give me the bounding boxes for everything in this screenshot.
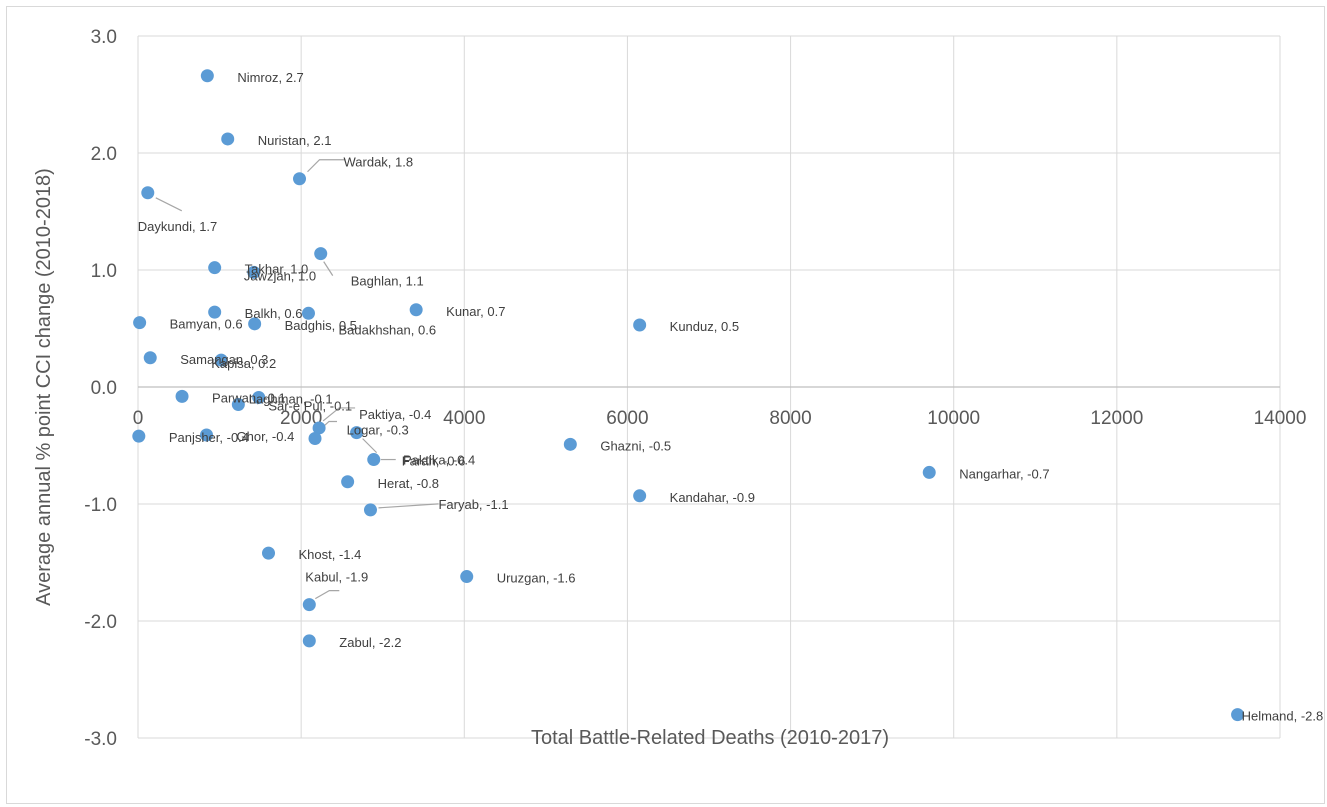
x-tick-label: 0 (133, 408, 144, 429)
data-point (922, 465, 936, 479)
data-label: Logar, -0.3 (347, 423, 409, 438)
data-point (143, 351, 157, 365)
data-label: Laghman, -0.1 (249, 392, 333, 407)
data-label: Daykundi, 1.7 (138, 219, 218, 234)
leader-line (307, 159, 346, 173)
data-label: Nuristan, 2.1 (258, 133, 332, 148)
data-point (301, 306, 315, 320)
data-label: Badakhshan, 0.6 (338, 322, 436, 337)
leader-line (155, 197, 183, 212)
data-point (141, 186, 155, 200)
y-tick-label: -3.0 (84, 729, 117, 750)
data-point (460, 570, 474, 584)
data-label: Kabul, -1.9 (305, 570, 368, 585)
data-label: Kunar, 0.7 (446, 304, 505, 319)
leader-line (362, 438, 378, 454)
x-tick-label: 12000 (1090, 408, 1143, 429)
data-point (302, 634, 316, 648)
data-labels: Nimroz, 2.7 Nuristan, 2.1 Wardak, 1.8 Dayku… (138, 70, 1323, 724)
data-label: Kunduz, 0.5 (670, 319, 739, 334)
leader-line (322, 407, 356, 422)
x-tick-label: 10000 (927, 408, 980, 429)
data-point (633, 489, 647, 503)
y-tick-label: 3.0 (91, 27, 117, 48)
data-label: Baghlan, 1.1 (351, 274, 424, 289)
data-point (132, 429, 146, 443)
data-label: Paktiya, -0.4 (359, 407, 431, 422)
data-point (200, 428, 214, 442)
chart-frame (6, 6, 1325, 804)
data-point (367, 453, 381, 467)
data-point (252, 391, 266, 405)
x-tick-label: 8000 (769, 408, 811, 429)
x-tick-label: 2000 (280, 408, 322, 429)
data-point (350, 426, 364, 440)
data-point (341, 475, 355, 489)
data-point (247, 265, 261, 279)
y-tick-label: 2.0 (91, 144, 117, 165)
y-axis-title: Average annual % point CCI change (2010-… (33, 168, 55, 606)
data-label: Wardak, 1.8 (344, 155, 414, 170)
y-tick-label: 0.0 (91, 378, 117, 399)
data-point (221, 132, 235, 146)
axes: 0 2000 4000 6000 8000 10000 12000 14000 3.0 2.0 1.… (84, 27, 1306, 750)
x-axis-title: Total Battle-Related Deaths (2010-2017) (531, 727, 889, 749)
x-tick-label: 6000 (606, 408, 648, 429)
data-label: Panjsher, -0.4 (169, 430, 249, 445)
data-label: Parwan, -0.1 (212, 390, 286, 405)
data-point (175, 389, 189, 403)
data-label: Paktika, -0.4 (403, 452, 475, 467)
data-label: Ghor, -0.4 (237, 429, 295, 444)
data-label: Khost, -1.4 (299, 547, 362, 562)
data-label: Herat, -0.8 (378, 476, 439, 491)
y-tick-label: -1.0 (84, 495, 117, 516)
data-point (363, 503, 377, 517)
data-label: Takhar, 1.0 (245, 262, 309, 277)
data-point (208, 305, 222, 319)
data-point (308, 431, 322, 445)
data-label: Helmand, -2.8 (1242, 709, 1324, 724)
data-point (208, 261, 222, 275)
data-point (231, 398, 245, 412)
data-label: Ghazni, -0.5 (600, 438, 671, 453)
leader-line (315, 590, 340, 600)
data-label: Zabul, -2.2 (339, 635, 401, 650)
data-point (133, 316, 147, 330)
x-tick-label: 14000 (1254, 408, 1307, 429)
data-point (302, 598, 316, 612)
gridlines (137, 35, 1281, 739)
data-label: Bamyan, 0.6 (170, 317, 243, 332)
data-label: Faryab, -1.1 (438, 497, 508, 512)
data-point (1231, 708, 1245, 722)
leader-line (378, 503, 439, 509)
y-tick-label: -2.0 (84, 612, 117, 633)
data-point (262, 546, 276, 560)
leader-line (323, 261, 334, 276)
data-label: Kandahar, -0.9 (670, 490, 755, 505)
data-label: Balkh, 0.6 (245, 306, 303, 321)
data-label: Nimroz, 2.7 (237, 70, 303, 85)
data-label: Badghis, 0.5 (285, 318, 357, 333)
data-point (409, 303, 423, 317)
data-point (314, 247, 328, 261)
data-point (312, 421, 326, 435)
data-label: Nangarhar, -0.7 (959, 466, 1049, 481)
data-point (248, 317, 262, 331)
data-label: Farah, -0.6 (402, 454, 466, 469)
data-label: Jawzjan, 1.0 (244, 268, 316, 283)
y-tick-label: 1.0 (91, 261, 117, 282)
data-point (563, 437, 577, 451)
x-tick-label: 4000 (443, 408, 485, 429)
data-point (214, 353, 228, 367)
data-label: Uruzgan, -1.6 (497, 571, 576, 586)
data-label: Samangan, 0.3 (180, 352, 268, 367)
data-label: Kapisa, 0.2 (211, 356, 276, 371)
data-points (132, 69, 1245, 722)
data-label: Sar-e Pul, -0.1 (268, 399, 352, 414)
data-point (293, 172, 307, 186)
data-point (200, 69, 214, 83)
data-point (633, 318, 647, 332)
